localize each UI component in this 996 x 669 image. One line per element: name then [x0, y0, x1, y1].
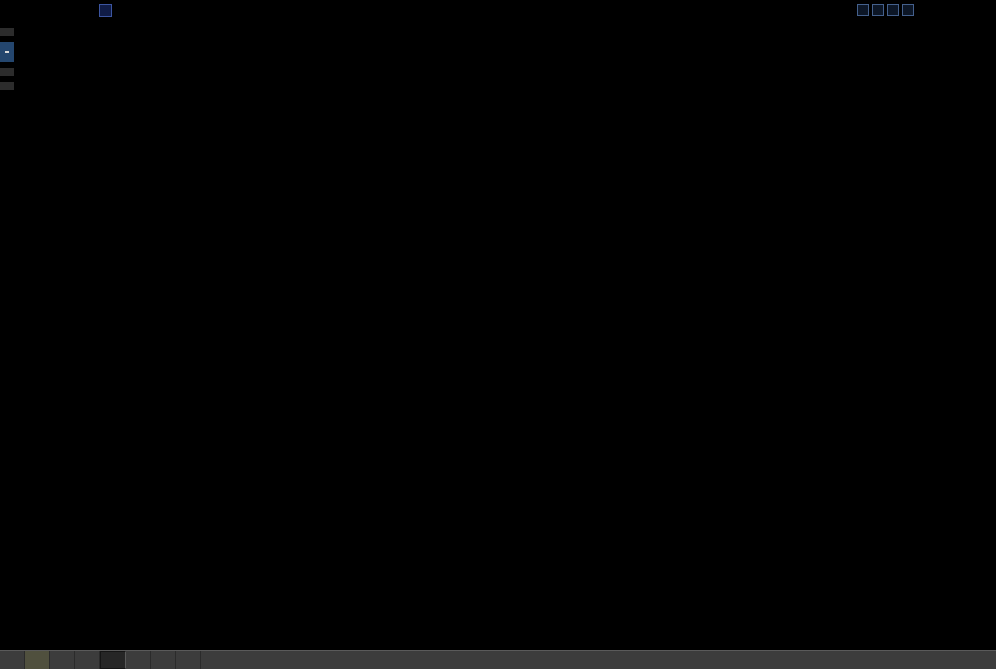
tab-vip-indicators[interactable] [50, 651, 75, 669]
sidebar [0, 28, 14, 96]
tab-indicators[interactable] [0, 651, 25, 669]
kline-letter-icon [5, 51, 9, 53]
window-controls [857, 4, 914, 16]
chart-header [88, 4, 189, 17]
tab-manage-templates[interactable] [176, 651, 201, 669]
scroll-right-icon[interactable] [902, 4, 914, 16]
tab-boll[interactable] [126, 651, 151, 669]
layout-grid-icon[interactable] [857, 4, 869, 16]
bottom-tabbar [0, 650, 996, 669]
tab-macd[interactable] [100, 651, 126, 669]
sidebar-item-contract-info[interactable] [0, 82, 14, 90]
indicator-icon[interactable] [99, 4, 112, 17]
tab-save-template[interactable] [151, 651, 176, 669]
sidebar-item-lightning-chart[interactable] [0, 68, 14, 76]
tab-templates[interactable] [25, 651, 50, 669]
layout-columns-icon[interactable] [887, 4, 899, 16]
layout-rows-icon[interactable] [872, 4, 884, 16]
sidebar-item-kline-chart[interactable] [0, 42, 14, 62]
sidebar-item-timeshare-chart[interactable] [0, 28, 14, 36]
tab-standard[interactable] [75, 651, 100, 669]
